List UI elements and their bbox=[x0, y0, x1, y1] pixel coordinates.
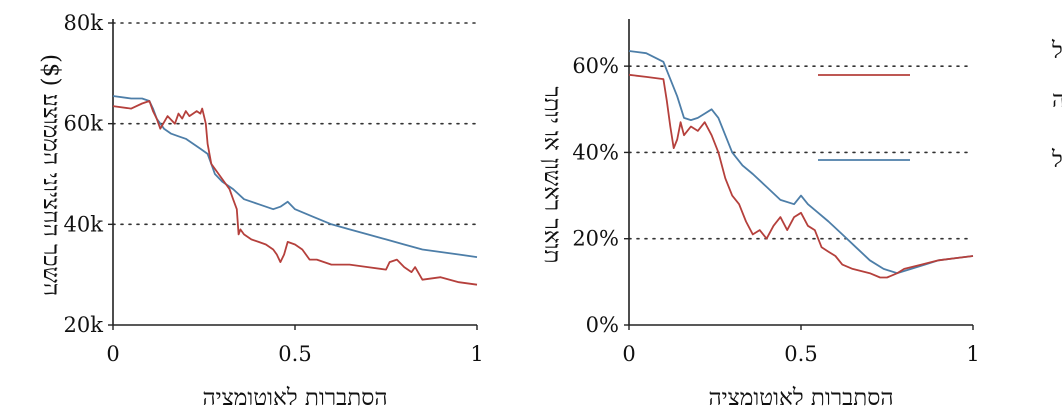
y-tick-label: 80k bbox=[64, 11, 104, 35]
x-tick-label: 1 bbox=[470, 342, 483, 366]
y-tick-label: 60k bbox=[64, 112, 104, 136]
legend-label: ממוצע משוקלל bbox=[1051, 38, 1062, 64]
right-panel: 0% 20% 40% 60% 0 0.5 1 הסתברות לאוטומציה תואר רא… bbox=[539, 19, 1062, 411]
series-line bbox=[112, 100, 478, 286]
y-tick-label: 20k bbox=[64, 313, 104, 337]
x-tick-label: 0 bbox=[622, 342, 635, 366]
y-tick-label: 20% bbox=[572, 227, 619, 251]
x-tick-label: 1 bbox=[966, 342, 979, 366]
y-axis-title: השכר החציוני הממוצע ($) bbox=[38, 54, 64, 296]
legend-label: לא משוקלל bbox=[1051, 147, 1062, 173]
x-axis-title: הסתברות לאוטומציה bbox=[708, 385, 893, 411]
x-tick-label: 0.5 bbox=[784, 342, 817, 366]
left-panel: 20k 40k 60k 80k 0 0.5 1 הסתברות לאוטומציה השכר ה… bbox=[38, 11, 484, 411]
series-line bbox=[628, 73, 974, 279]
series-line bbox=[112, 95, 478, 258]
y-tick-label: 40k bbox=[64, 212, 104, 236]
x-tick-label: 0 bbox=[106, 342, 119, 366]
y-tick-label: 0% bbox=[586, 313, 619, 337]
x-axis-title: הסתברות לאוטומציה bbox=[202, 385, 387, 411]
x-tick-label: 0.5 bbox=[278, 342, 311, 366]
series-line bbox=[628, 50, 974, 275]
y-tick-label: 60% bbox=[572, 54, 619, 78]
legend-label: לפי תעסוקה bbox=[1052, 87, 1062, 113]
y-tick-label: 40% bbox=[572, 140, 619, 164]
y-axis-title: תואר ראשון או יותר bbox=[539, 86, 565, 263]
